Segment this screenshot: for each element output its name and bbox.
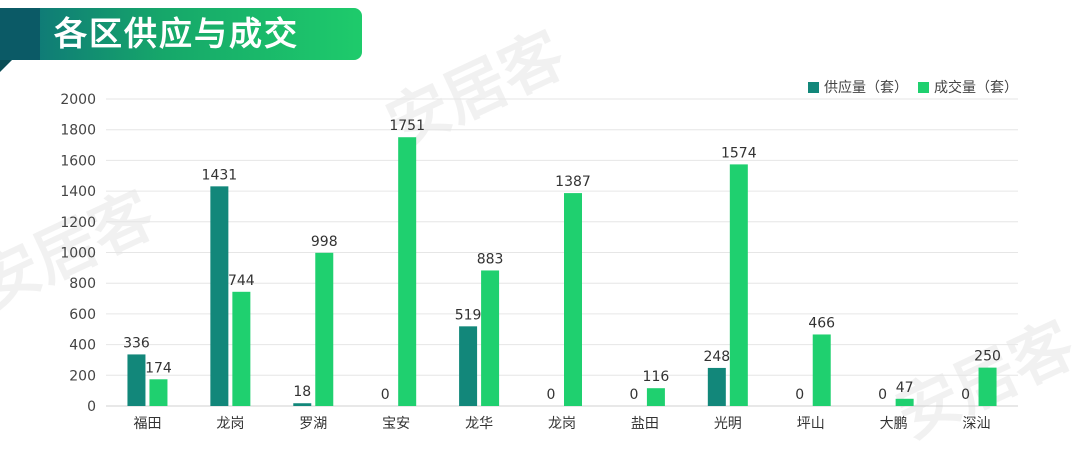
supply-data-label: 0 [878,387,887,403]
x-tick-label: 深汕 [963,416,991,432]
deal-data-label: 998 [311,234,338,250]
chart-legend: 供应量（套） 成交量（套） [808,78,1018,96]
y-tick-label: 1200 [60,215,96,231]
supply-data-label: 18 [293,384,311,400]
deal-bar [646,388,665,406]
legend-swatch-supply [808,81,819,93]
supply-data-label: 248 [703,349,730,365]
x-tick-label: 盐田 [631,416,659,432]
deal-data-label: 1574 [721,145,757,161]
deal-data-label: 744 [228,273,255,289]
supply-data-label: 0 [961,387,970,403]
deal-data-label: 250 [974,349,1001,365]
page-title: 各区供应与成交 [54,14,299,53]
y-tick-label: 0 [87,399,96,415]
legend-label-supply: 供应量（套） [824,80,908,96]
supply-data-label: 0 [629,387,638,403]
deal-bar [729,164,748,406]
supply-data-label: 1431 [202,167,238,183]
y-tick-label: 400 [69,338,96,354]
x-tick-label: 坪山 [797,416,825,432]
supply-data-label: 519 [455,307,482,323]
legend-swatch-deal [918,81,929,93]
deal-bar [315,252,334,406]
supply-data-label: 336 [123,335,150,351]
deal-data-label: 47 [896,380,914,396]
deal-data-label: 1751 [389,118,425,134]
deal-data-label: 1387 [555,174,591,190]
deal-bar [978,367,997,406]
x-tick-label: 福田 [133,416,161,432]
deal-bar [895,398,914,406]
x-tick-label: 龙华 [465,416,493,432]
supply-bar [459,326,478,406]
deal-bar [398,137,417,406]
y-tick-label: 1800 [60,123,96,139]
y-tick-label: 2000 [60,92,96,108]
y-tick-label: 600 [69,307,96,323]
deal-bar [232,291,251,406]
supply-bar [127,354,146,406]
title-banner-tail [0,60,12,72]
title-banner-shade [0,8,40,60]
deal-bar [149,379,168,406]
y-tick-label: 1400 [60,184,96,200]
deal-bar [481,270,500,406]
y-tick-label: 1600 [60,153,96,169]
deal-data-label: 466 [808,315,835,331]
deal-bar [564,193,582,406]
y-tick-label: 200 [69,368,96,384]
x-tick-label: 罗湖 [299,416,327,432]
supply-data-label: 0 [381,387,390,403]
supply-bar [293,403,312,406]
supply-data-label: 0 [547,387,556,403]
deal-data-label: 174 [145,360,172,376]
x-tick-label: 大鹏 [880,416,908,432]
legend-item-deal: 成交量（套） [918,77,1018,97]
legend-item-supply: 供应量（套） [808,77,908,97]
legend-label-deal: 成交量（套） [934,80,1018,96]
supply-data-label: 0 [795,387,804,403]
y-tick-label: 1000 [60,246,96,262]
title-banner [0,8,362,60]
x-tick-label: 龙岗 [548,416,576,432]
x-tick-label: 宝安 [382,416,410,432]
x-tick-label: 龙岗 [216,416,244,432]
deal-data-label: 883 [477,251,504,267]
supply-bar [707,367,726,406]
y-tick-label: 800 [69,276,96,292]
x-tick-label: 光明 [714,416,742,432]
deal-data-label: 116 [643,369,670,385]
deal-bar [812,334,831,406]
supply-bar [210,186,229,406]
